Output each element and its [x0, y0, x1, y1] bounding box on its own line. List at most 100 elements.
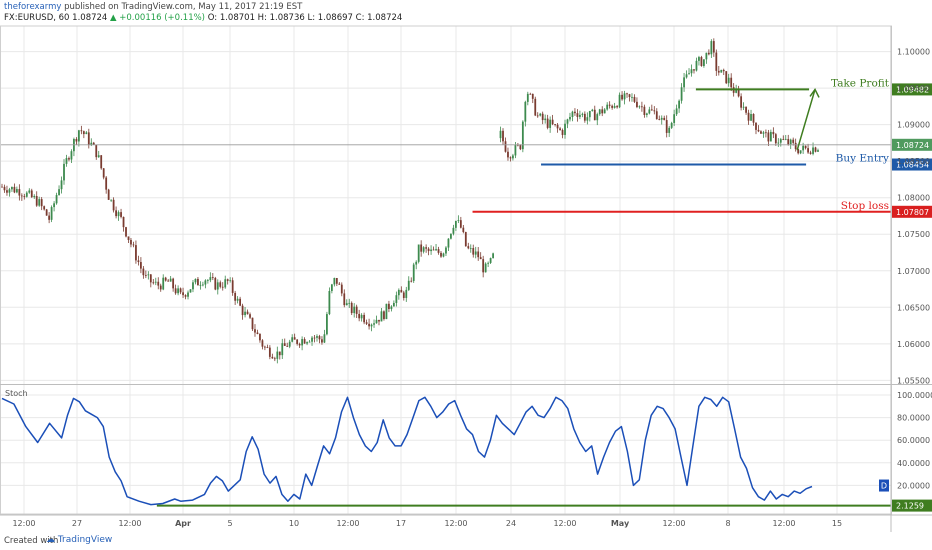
candle-body: [162, 277, 165, 290]
candle-body: [333, 277, 336, 285]
candle-body: [278, 351, 281, 356]
candle-body: [574, 111, 576, 114]
candle-body: [653, 110, 656, 112]
tradingview-logo[interactable]: ☁ TradingView: [46, 535, 112, 545]
candle-body: [752, 114, 755, 123]
candle-body: [477, 251, 480, 258]
candle-body: [430, 249, 432, 252]
candle-body: [216, 282, 219, 290]
candle-body: [70, 151, 73, 160]
candle-body: [115, 210, 117, 217]
candle-body: [412, 264, 415, 281]
candle-body: [663, 117, 666, 121]
candle-body: [720, 69, 723, 73]
candle-body: [135, 245, 137, 261]
candle-body: [167, 280, 170, 282]
candle-body: [643, 106, 646, 115]
y-tick-label: 1.08000: [897, 194, 930, 203]
candle-body: [392, 302, 395, 307]
candle-body: [77, 130, 80, 142]
candle-body: [293, 337, 296, 340]
stoch-panel: Stoch D 2.1259: [1, 389, 932, 512]
candle-body: [519, 144, 522, 150]
candle-body: [777, 142, 780, 144]
candle-body: [660, 117, 663, 120]
candle-body: [546, 118, 549, 128]
candle-body: [814, 147, 817, 152]
candle-body: [306, 342, 308, 344]
candle-body: [802, 145, 805, 151]
candle-body: [683, 77, 685, 88]
publisher-user[interactable]: theforexarmy: [4, 2, 62, 12]
candle-body: [38, 199, 41, 206]
candle-body: [678, 100, 681, 109]
candle-body: [328, 290, 331, 315]
candle-body: [566, 119, 569, 124]
candle-body: [288, 341, 291, 347]
candle-body: [655, 111, 658, 120]
candle-body: [355, 306, 358, 314]
candle-body: [450, 233, 452, 239]
candle-body: [348, 302, 351, 304]
candle-body: [628, 94, 631, 98]
candle-body: [340, 284, 343, 294]
candle-body: [120, 212, 122, 217]
candle-body: [68, 158, 70, 160]
candle-body: [298, 343, 301, 346]
stoch-tick-label: 100.0000: [897, 391, 932, 400]
candle-body: [658, 119, 661, 120]
candle-body: [147, 274, 150, 276]
candle-body: [601, 109, 604, 114]
candle-body: [323, 334, 326, 343]
candle-body: [388, 303, 390, 310]
candle-body: [192, 282, 194, 290]
cloud-icon: ☁: [46, 535, 55, 545]
candle-body: [717, 70, 720, 73]
candle-body: [53, 203, 55, 208]
candle-body: [345, 303, 348, 306]
candle-body: [239, 298, 242, 306]
x-tick-label: 12:00: [118, 519, 141, 528]
candle-body: [447, 238, 450, 248]
candle-body: [15, 189, 18, 193]
target-arrow-head: [809, 87, 820, 98]
level-price-tag: [892, 158, 932, 171]
candle-body: [318, 336, 321, 340]
candle-body: [514, 144, 517, 156]
x-tick-label: 27: [72, 519, 82, 528]
candle-body: [231, 280, 234, 293]
candle-body: [425, 247, 428, 249]
candle-body: [631, 96, 633, 98]
candle-body: [665, 120, 668, 133]
candle-body: [549, 119, 552, 128]
x-tick-label: 12:00: [772, 519, 795, 528]
x-tick-label: 5: [227, 519, 232, 528]
candle-body: [283, 343, 286, 346]
candle-body: [536, 115, 539, 117]
candle-body: [244, 311, 246, 316]
candle-body: [492, 253, 494, 259]
candle-body: [380, 311, 383, 322]
candle-body: [23, 196, 26, 197]
candle-body: [75, 139, 78, 142]
candle-body: [509, 157, 512, 159]
candle-body: [211, 277, 214, 278]
candle-body: [551, 119, 554, 125]
candle-body: [469, 248, 472, 249]
candle-body: [467, 246, 470, 249]
candle-body: [326, 314, 328, 335]
candle-body: [224, 279, 227, 288]
candle-body: [695, 60, 698, 71]
level-price-tag: [892, 205, 932, 218]
candle-body: [482, 259, 485, 273]
chart-canvas[interactable]: 1.08724 Take Profit 1.09482 Buy Entry 1.0845…: [0, 0, 932, 532]
candle-body: [623, 93, 626, 100]
candle-body: [452, 227, 455, 234]
candle-body: [588, 111, 591, 118]
candle-body: [301, 339, 304, 346]
candle-body: [144, 275, 147, 276]
candle-body: [760, 131, 762, 134]
candle-body: [489, 258, 492, 263]
candle-body: [234, 292, 237, 301]
stoch-series-tag: [879, 479, 889, 492]
